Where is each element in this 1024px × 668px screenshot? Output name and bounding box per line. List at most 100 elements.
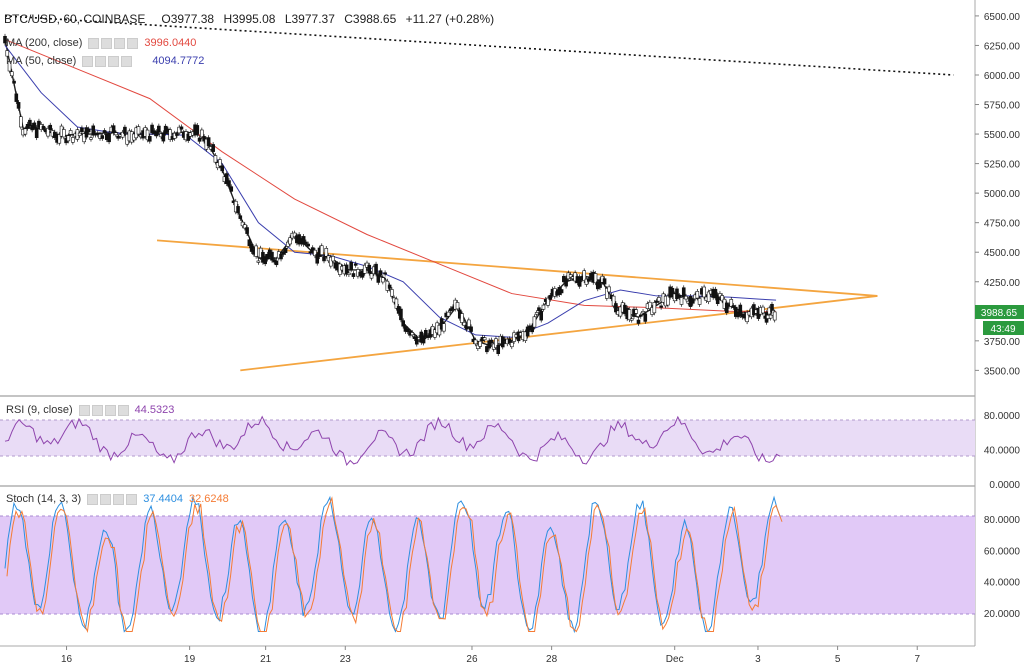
candle-body [236,206,240,214]
rsi-value: 44.5323 [134,404,175,416]
candle-body [362,264,367,274]
study-buttons[interactable] [87,493,138,505]
candle-body [91,125,96,136]
rsi-plot [4,415,781,467]
price-tick-label: 5750.00 [984,101,1021,112]
candle-body [281,251,286,255]
candle-body [206,137,211,146]
candle-body [679,297,684,305]
candle-body [442,323,446,332]
candle-body [150,124,154,133]
candle-body [270,251,274,261]
candle-body [328,256,333,267]
candle-body [331,256,335,262]
ma200-name: MA (200, close) [6,37,83,49]
candle-body [157,125,161,133]
candle-body [213,155,218,163]
candle-body [446,311,451,317]
candle-body [539,310,544,321]
candle-body [424,329,428,338]
candle-body [247,239,252,247]
rsi-legend[interactable]: RSI (9, close) 44.5323 [6,404,174,416]
study-buttons[interactable] [78,404,129,416]
candle-body [367,264,372,274]
candle-body [745,311,749,323]
candle-body [715,294,720,305]
candle-body [254,245,258,257]
candle-body [211,144,215,152]
candle-body [577,276,582,287]
candle-body [86,128,91,133]
price-tick-label: 4250.00 [984,278,1021,289]
candle-body [582,270,587,281]
candle-body [410,332,415,336]
candle-body [168,129,172,140]
candle-body [659,305,663,308]
candle-body [525,326,530,337]
candle-body [568,274,573,278]
candle-body [369,273,374,279]
candle-body [313,249,317,257]
rsi-line [4,415,781,467]
candle-body [532,316,537,328]
candle-body [120,131,125,138]
time-tick-label: 16 [61,654,73,665]
time-tick-label: 28 [546,654,558,665]
candle-body [14,93,19,102]
candle-body [374,263,378,275]
candle-body [772,311,777,321]
candle-body [593,273,598,284]
candle-body [227,180,231,187]
time-tick-label: 26 [466,654,478,665]
candle-body [713,288,718,299]
candle-body [602,278,607,285]
stoch-k-value: 37.4404 [143,493,183,505]
candle-body [586,278,591,282]
ma50-legend[interactable]: MA (50, close) 4094.7772 [6,55,204,67]
axes: 6500.00 6250.00 6000.00 5750.00 5500.00 5250.… [61,12,1020,665]
symbol-label[interactable]: BTC/USD, 60, COINBASE [4,12,146,26]
stoch-d-value: 32.6248 [188,493,229,505]
study-buttons[interactable] [88,37,139,49]
candle-body [57,134,62,144]
candle-body [421,335,426,344]
candle-body [485,346,489,353]
stoch-name: Stoch (14, 3, 3) [6,493,82,505]
ma200-legend[interactable]: MA (200, close) 3996.0440 [6,37,196,49]
candle-body [84,127,89,138]
stoch-tick-label: 40.0000 [984,578,1021,589]
candle-body [238,215,243,219]
trendline[interactable] [4,15,954,76]
candle-body [66,135,71,142]
candle-body [541,304,546,310]
high-value: H3995.08 [223,12,276,26]
low-value: L3977.37 [284,12,335,26]
study-buttons[interactable] [82,55,133,67]
ma200-value: 3996.0440 [144,37,197,49]
candle-body [41,125,46,130]
candle-body [245,227,249,234]
close-value: C3988.65 [344,12,397,26]
rsi-tick-label: 40.0000 [984,446,1021,457]
candle-body [390,289,394,297]
trendline[interactable] [240,295,878,372]
candle-body [643,313,648,322]
trendline[interactable] [156,239,878,297]
price-tick-label: 6500.00 [984,12,1021,23]
candle-body [516,331,521,342]
candle-body [256,260,261,263]
candle-body [657,297,661,302]
stoch-legend[interactable]: Stoch (14, 3, 3) 37.4404 32.6248 [6,493,229,505]
price-tick-label: 5000.00 [984,189,1021,200]
candle-body [279,253,283,260]
candle-body [71,137,75,143]
price-badge-text: 3988.65 [981,308,1018,319]
ma50-name: MA (50, close) [6,55,77,67]
candle-body [351,273,356,277]
candle-body [670,287,675,297]
candle-body [274,260,279,266]
candle-body [690,299,695,304]
candle-body [145,129,150,141]
candle-body [25,123,30,129]
